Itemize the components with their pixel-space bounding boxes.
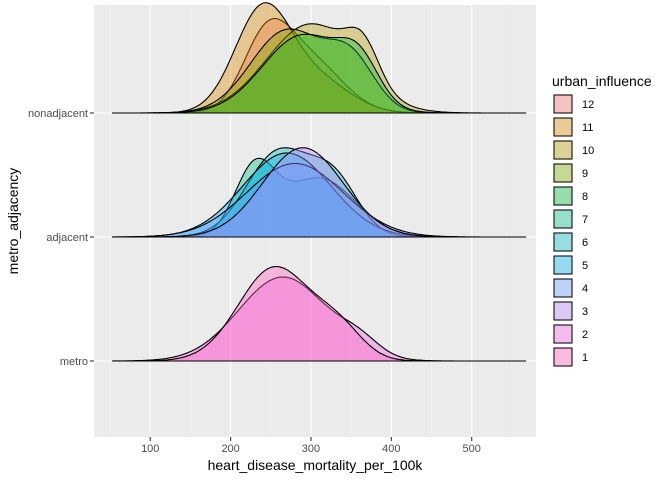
legend-key-bg-10 [553, 140, 573, 160]
legend-label-2: 2 [582, 329, 588, 341]
legend-key-bg-5 [553, 255, 573, 275]
legend-key-bg-3 [553, 301, 573, 321]
x-tick-label-400: 400 [382, 443, 400, 455]
legend-title: urban_influence [552, 73, 652, 89]
density-adjacent-3 [111, 147, 527, 238]
legend-label-11: 11 [582, 122, 593, 134]
legend-label-7: 7 [582, 214, 588, 226]
legend-label-4: 4 [582, 283, 588, 295]
legend-label-6: 6 [582, 237, 588, 249]
y-axis-title: metro_adjacency [5, 168, 21, 275]
y-tick-label-metro: metro [60, 356, 88, 368]
x-tick-label-200: 200 [221, 443, 239, 455]
x-tick-label-100: 100 [141, 443, 159, 455]
y-tick-label-adjacent: adjacent [46, 232, 88, 244]
density-metro-1 [111, 265, 527, 362]
legend-label-3: 3 [582, 306, 588, 318]
legend-key-bg-1 [553, 347, 573, 367]
legend-key-bg-7 [553, 209, 573, 229]
x-axis: 100 200 300 400 500 [141, 437, 481, 455]
y-axis: metro adjacent nonadjacent [28, 108, 94, 368]
legend-key-bg-11 [553, 117, 573, 137]
legend-key-2 [553, 324, 573, 344]
legend: urban_influence 12 11 10 9 8 7 6 5 4 3 2 1 [552, 73, 652, 367]
legend-label-12: 12 [582, 99, 594, 111]
legend-key-bg-9 [553, 163, 573, 183]
grid-minor [109, 5, 513, 437]
legend-key-bg-12 [553, 94, 573, 114]
plot-panel [94, 5, 536, 437]
legend-key-6 [553, 232, 573, 252]
legend-key-3 [553, 301, 573, 321]
legend-label-9: 9 [582, 168, 588, 180]
legend-key-5 [553, 255, 573, 275]
legend-key-bg-4 [553, 278, 573, 298]
legend-key-11 [553, 117, 573, 137]
legend-key-bg-8 [553, 186, 573, 206]
legend-key-9 [553, 163, 573, 183]
y-tick-label-nonadjacent: nonadjacent [28, 108, 88, 120]
legend-key-bg-2 [553, 324, 573, 344]
legend-key-10 [553, 140, 573, 160]
legend-key-4 [553, 278, 573, 298]
x-tick-label-500: 500 [463, 443, 481, 455]
x-tick-label-300: 300 [302, 443, 320, 455]
legend-key-7 [553, 209, 573, 229]
legend-label-5: 5 [582, 260, 588, 272]
legend-key-1 [553, 347, 573, 367]
legend-key-bg-6 [553, 232, 573, 252]
density-layers [111, 2, 527, 362]
legend-key-8 [553, 186, 573, 206]
legend-label-1: 1 [582, 352, 588, 364]
density-nonadjacent-8 [111, 33, 527, 114]
legend-label-8: 8 [582, 191, 588, 203]
legend-key-12 [553, 94, 573, 114]
x-axis-title: heart_disease_mortality_per_100k [208, 457, 424, 473]
legend-label-10: 10 [582, 145, 594, 157]
